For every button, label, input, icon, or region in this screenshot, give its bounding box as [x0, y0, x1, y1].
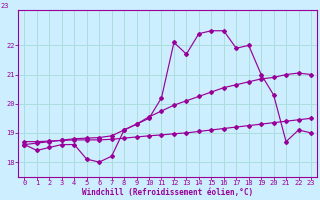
Text: 23: 23: [1, 3, 9, 9]
X-axis label: Windchill (Refroidissement éolien,°C): Windchill (Refroidissement éolien,°C): [82, 188, 253, 197]
